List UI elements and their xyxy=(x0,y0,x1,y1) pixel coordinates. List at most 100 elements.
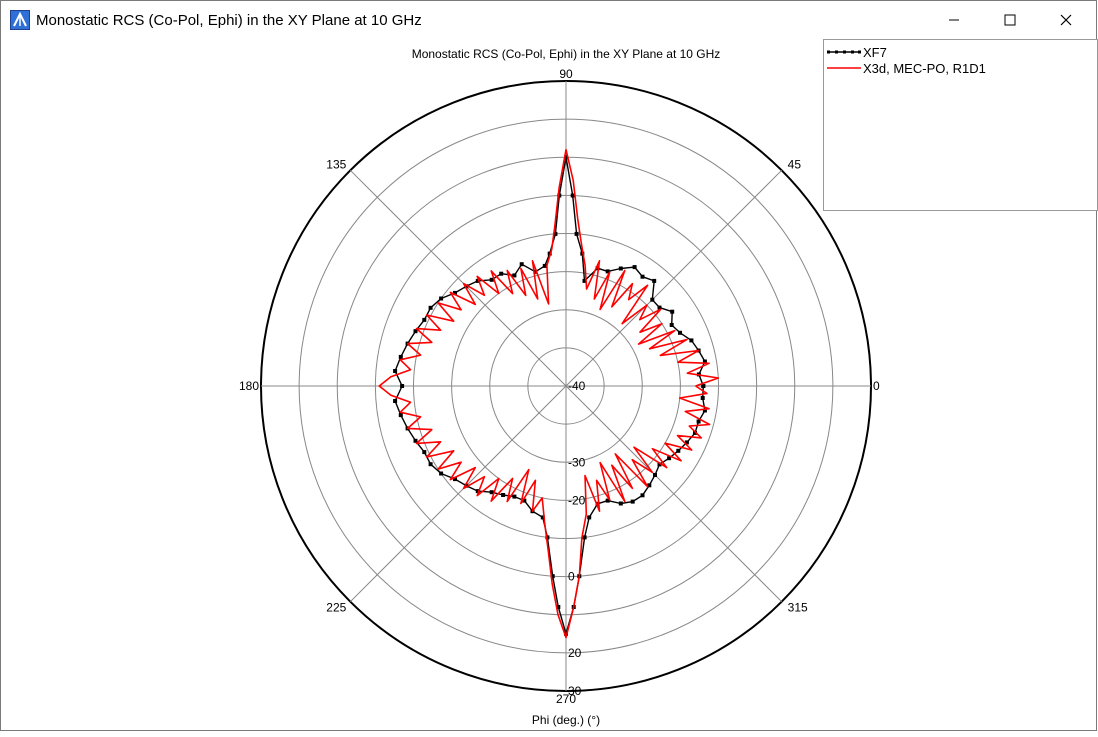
data-point-xf7 xyxy=(475,278,480,283)
data-point-xf7 xyxy=(632,265,637,270)
title-bar[interactable]: Monostatic RCS (Co-Pol, Ephi) in the XY … xyxy=(1,1,1096,39)
grid-spoke xyxy=(349,385,567,603)
data-point-xf7 xyxy=(587,515,592,520)
data-point-xf7 xyxy=(678,330,682,335)
data-point-xf7 xyxy=(422,450,427,455)
data-point-xf7 xyxy=(630,499,635,504)
data-point-xf7 xyxy=(647,483,652,488)
data-point-xf7 xyxy=(696,419,701,424)
data-point-xf7 xyxy=(657,305,662,310)
data-point-xf7 xyxy=(428,305,433,310)
data-point-xf7 xyxy=(689,338,694,343)
data-point-xf7 xyxy=(574,231,579,236)
maximize-icon[interactable] xyxy=(987,1,1033,39)
data-point-xf7 xyxy=(653,473,657,477)
data-point-xf7 xyxy=(640,493,645,498)
data-point-xf7 xyxy=(667,456,672,461)
radial-tick-label: 20 xyxy=(568,646,582,660)
data-point-xf7 xyxy=(501,493,506,497)
radial-tick-label: -20 xyxy=(568,493,586,507)
window-title: Monostatic RCS (Co-Pol, Ephi) in the XY … xyxy=(36,11,422,29)
angle-tick-label: 45 xyxy=(788,158,802,172)
data-point-xf7 xyxy=(489,277,494,282)
data-point-xf7 xyxy=(618,501,623,506)
data-point-xf7 xyxy=(640,274,645,279)
data-point-xf7 xyxy=(605,269,610,274)
data-point-xf7 xyxy=(702,359,707,364)
radial-tick-label: -30 xyxy=(568,455,586,469)
data-point-xf7 xyxy=(533,269,538,274)
data-point-xf7 xyxy=(557,193,562,198)
legend-label-x3d: X3d, MEC-PO, R1D1 xyxy=(863,60,986,76)
data-point-xf7 xyxy=(650,297,655,302)
data-point-xf7 xyxy=(453,290,457,295)
x-axis-label: Phi (deg.) (°) xyxy=(532,713,600,727)
data-point-xf7 xyxy=(393,399,398,403)
data-point-xf7 xyxy=(400,384,405,388)
data-point-xf7 xyxy=(464,483,469,488)
data-point-xf7 xyxy=(564,631,568,636)
grid-spoke xyxy=(565,385,783,603)
data-point-xf7 xyxy=(422,317,427,322)
data-point-xf7 xyxy=(428,462,433,467)
data-point-xf7 xyxy=(693,430,697,435)
data-point-xf7 xyxy=(464,284,469,289)
data-point-xf7 xyxy=(570,193,575,198)
angle-tick-label: 180 xyxy=(239,379,259,393)
data-point-xf7 xyxy=(540,515,545,520)
polar-grid xyxy=(260,80,872,692)
axis-labels: 0 45 90 135 180 225 270 315 -40 -30 -20 0 20 30 xyxy=(239,67,880,706)
data-point-xf7 xyxy=(512,494,517,499)
data-point-xf7 xyxy=(605,498,610,503)
data-point-xf7 xyxy=(453,477,457,482)
data-point-xf7 xyxy=(550,574,555,579)
radial-tick-label: 30 xyxy=(568,684,582,698)
grid-spoke xyxy=(349,169,567,387)
angle-tick-label: 0 xyxy=(873,379,880,393)
data-point-xf7 xyxy=(684,440,689,445)
angle-tick-label: 225 xyxy=(326,600,346,614)
data-point-xf7 xyxy=(556,605,561,609)
legend-item-xf7: XF7 xyxy=(824,44,887,60)
data-series xyxy=(378,148,720,639)
data-point-xf7 xyxy=(398,354,403,359)
data-point-xf7 xyxy=(512,273,517,278)
data-point-xf7 xyxy=(545,535,550,540)
legend: XF7 X3d, MEC-PO, R1D1 xyxy=(823,39,1098,211)
legend-swatch-xf7 xyxy=(827,50,861,54)
plot-area: Monostatic RCS (Co-Pol, Ephi) in the XY … xyxy=(1,39,1098,732)
data-point-xf7 xyxy=(595,501,600,506)
data-point-xf7 xyxy=(669,323,674,327)
data-point-xf7 xyxy=(701,384,706,388)
data-point-xf7 xyxy=(595,266,600,271)
angle-tick-label: 270 xyxy=(556,692,576,706)
legend-label-xf7: XF7 xyxy=(863,44,887,60)
data-point-xf7 xyxy=(489,490,494,495)
data-point-xf7 xyxy=(657,462,662,467)
legend-swatch-x3d xyxy=(827,67,861,69)
data-point-xf7 xyxy=(393,369,398,373)
data-point-xf7 xyxy=(676,448,681,453)
data-point-xf7 xyxy=(439,296,444,301)
data-point-xf7 xyxy=(542,263,547,268)
data-point-xf7 xyxy=(702,408,707,413)
data-point-xf7 xyxy=(670,309,675,314)
close-icon[interactable] xyxy=(1043,1,1089,39)
data-point-xf7 xyxy=(439,471,444,476)
data-point-xf7 xyxy=(522,498,527,503)
data-point-xf7 xyxy=(652,278,657,283)
angle-tick-label: 315 xyxy=(788,600,808,614)
radial-tick-label: -40 xyxy=(568,379,586,393)
data-point-xf7 xyxy=(413,329,418,334)
legend-item-x3d: X3d, MEC-PO, R1D1 xyxy=(824,60,986,76)
data-point-xf7 xyxy=(582,278,587,283)
data-point-xf7 xyxy=(553,231,558,236)
minimize-icon[interactable] xyxy=(931,1,977,39)
data-point-xf7 xyxy=(398,413,403,418)
data-point-xf7 xyxy=(475,489,480,494)
angle-tick-label: 90 xyxy=(559,67,573,81)
angle-tick-label: 135 xyxy=(326,158,346,172)
data-point-xf7 xyxy=(499,271,504,276)
series-line-x3d xyxy=(378,148,720,639)
